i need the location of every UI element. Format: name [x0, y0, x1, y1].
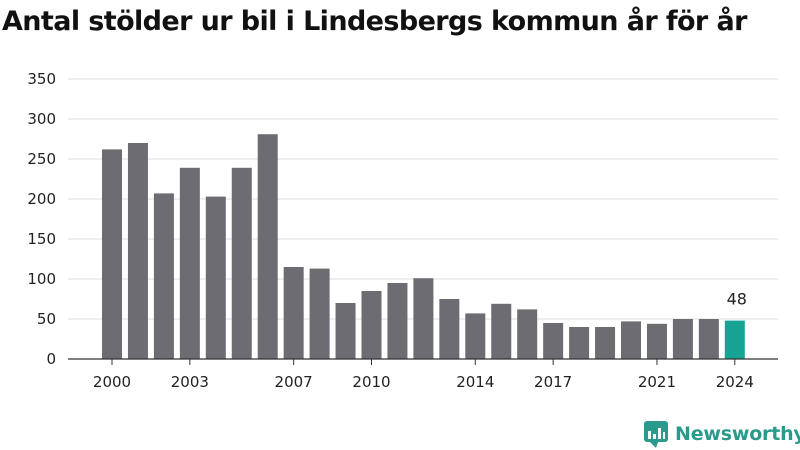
bar-2013 [439, 299, 459, 359]
newsworthy-logo: Newsworthy [644, 420, 800, 448]
bar-2020 [621, 321, 641, 359]
bar-2001 [128, 143, 148, 359]
bar-2004 [206, 197, 226, 359]
bar-2016 [517, 309, 537, 359]
y-tick-label-50: 50 [37, 310, 56, 328]
bar-2009 [336, 303, 356, 359]
bar-2002 [154, 193, 174, 359]
y-tick-label-0: 0 [46, 350, 56, 368]
axes [68, 359, 778, 365]
bar-2014 [465, 313, 485, 359]
x-tick-label-2000: 2000 [93, 373, 131, 391]
data-label-2024: 48 [727, 290, 747, 309]
y-tick-label-300: 300 [27, 110, 56, 128]
bar-2015 [491, 304, 511, 359]
x-tick-label-2017: 2017 [534, 373, 572, 391]
logo-text: Newsworthy [675, 423, 800, 445]
x-tick-label-2014: 2014 [456, 373, 494, 391]
bars [102, 134, 745, 359]
bar-2003 [180, 168, 200, 359]
y-tick-label-200: 200 [27, 190, 56, 208]
bar-2018 [569, 327, 589, 359]
y-tick-label-150: 150 [27, 230, 56, 248]
bar-2021 [647, 324, 667, 359]
bar-2011 [387, 283, 407, 359]
bar-2008 [310, 269, 330, 359]
bar-2024 [725, 321, 745, 359]
bar-2007 [284, 267, 304, 359]
bar-2010 [362, 291, 382, 359]
y-tick-label-100: 100 [27, 270, 56, 288]
x-tick-label-2021: 2021 [638, 373, 676, 391]
x-tick-label-2007: 2007 [275, 373, 313, 391]
bar-2023 [699, 319, 719, 359]
bar-2006 [258, 134, 278, 359]
bar-2005 [232, 168, 252, 359]
newsworthy-logo-icon [644, 421, 668, 448]
bar-2022 [673, 319, 693, 359]
bar-2000 [102, 149, 122, 359]
bar-chart: 0 50 100 150 200 250 300 350 48 2000 2003 2007 2010 2… [0, 0, 800, 420]
y-tick-label-350: 350 [27, 70, 56, 88]
y-tick-label-250: 250 [27, 150, 56, 168]
bar-2019 [595, 327, 615, 359]
x-tick-label-2010: 2010 [352, 373, 390, 391]
x-tick-label-2003: 2003 [171, 373, 209, 391]
bar-2017 [543, 323, 563, 359]
bar-2012 [413, 278, 433, 359]
x-tick-label-2024: 2024 [716, 373, 754, 391]
